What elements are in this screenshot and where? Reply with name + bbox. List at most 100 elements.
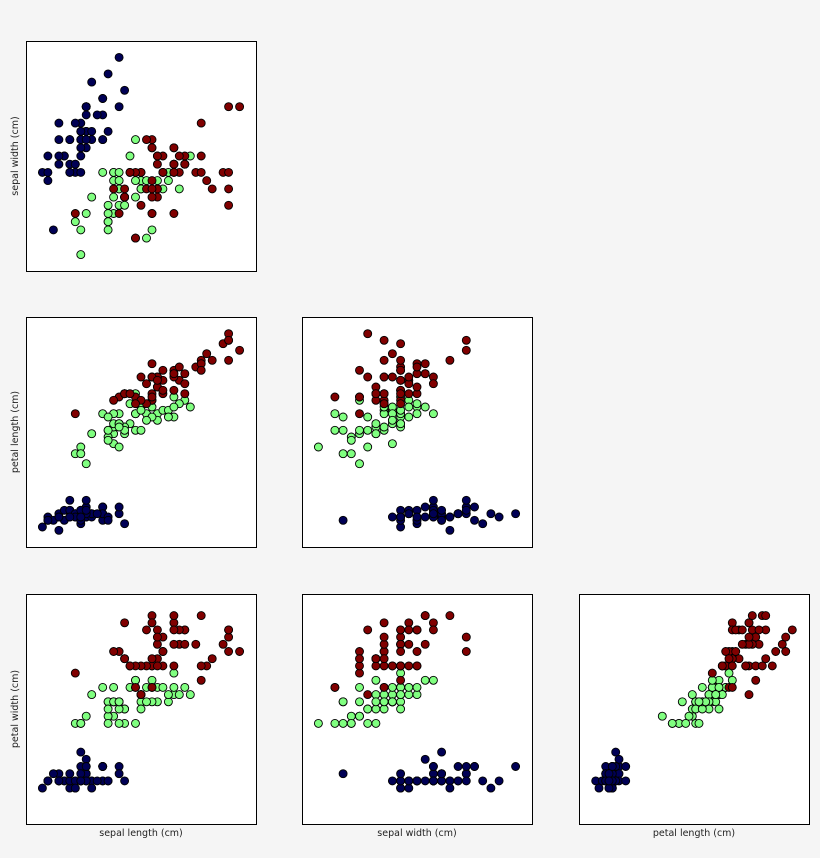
point-setosa [511, 762, 521, 771]
point-virginica [196, 675, 206, 685]
point-virginica [396, 365, 406, 375]
point-virginica [727, 661, 737, 671]
point-virginica [717, 661, 727, 671]
point-versicolor [714, 682, 724, 692]
point-virginica [174, 362, 184, 372]
point-versicolor [330, 409, 340, 419]
point-virginica [131, 233, 140, 243]
point-virginica [379, 682, 389, 692]
point-versicolor [76, 250, 86, 260]
point-versicolor [158, 682, 168, 692]
point-virginica [379, 618, 389, 628]
point-versicolor [81, 209, 91, 218]
y-axis-label-sepal-width: sepal width (cm) [10, 116, 21, 195]
point-versicolor [120, 200, 130, 210]
point-virginica [147, 192, 157, 202]
point-virginica [428, 379, 438, 389]
point-versicolor [76, 449, 86, 459]
point-setosa [428, 762, 438, 771]
point-setosa [338, 769, 348, 779]
point-virginica [169, 159, 179, 169]
point-versicolor [428, 409, 438, 419]
point-setosa [470, 515, 479, 525]
point-virginica [445, 611, 455, 621]
point-virginica [120, 618, 130, 628]
point-setosa [453, 762, 463, 771]
point-virginica [224, 102, 234, 112]
point-setosa [461, 776, 471, 786]
panel-sepal-length-vs-petal-length [26, 317, 257, 548]
point-setosa [445, 512, 455, 522]
point-setosa [76, 776, 86, 786]
point-virginica [147, 359, 157, 369]
point-virginica [125, 661, 135, 671]
point-setosa [98, 135, 108, 145]
point-virginica [428, 625, 438, 635]
point-virginica [224, 184, 234, 194]
point-setosa [461, 495, 471, 505]
panel-sepal-width-vs-petal-width [302, 594, 533, 825]
point-versicolor [174, 184, 184, 194]
point-versicolor [677, 697, 687, 707]
point-setosa [65, 495, 75, 505]
point-setosa [387, 512, 397, 522]
point-virginica [235, 345, 245, 355]
point-versicolor [420, 402, 430, 412]
point-virginica [180, 369, 190, 379]
point-virginica [131, 399, 140, 409]
point-virginica [754, 625, 764, 635]
point-setosa [81, 135, 91, 145]
point-setosa [621, 776, 631, 786]
point-virginica [169, 639, 179, 649]
point-setosa [103, 69, 113, 79]
point-setosa [437, 769, 447, 779]
point-versicolor [404, 682, 414, 692]
point-setosa [54, 151, 64, 161]
point-setosa [70, 159, 80, 169]
point-versicolor [109, 192, 119, 202]
point-versicolor [404, 412, 414, 422]
point-versicolor [387, 439, 397, 449]
point-versicolor [387, 682, 397, 692]
point-versicolor [355, 697, 364, 707]
point-setosa [594, 783, 604, 793]
point-virginica [147, 143, 157, 153]
point-virginica [461, 345, 471, 355]
point-virginica [196, 151, 206, 161]
point-virginica [235, 647, 245, 656]
point-versicolor [687, 690, 697, 700]
point-virginica [174, 151, 184, 161]
point-versicolor [114, 718, 124, 728]
point-virginica [396, 339, 406, 349]
point-versicolor [180, 682, 190, 692]
point-versicolor [103, 704, 113, 714]
point-versicolor [98, 682, 108, 692]
point-versicolor [98, 167, 108, 177]
point-virginica [404, 372, 414, 382]
point-versicolor [724, 668, 734, 678]
point-virginica [196, 118, 206, 128]
point-virginica [387, 661, 397, 671]
point-virginica [355, 392, 364, 402]
point-versicolor [420, 675, 430, 685]
point-setosa [114, 52, 124, 62]
point-versicolor [103, 435, 113, 445]
point-setosa [120, 85, 130, 95]
point-virginica [355, 365, 364, 375]
point-setosa [43, 167, 53, 177]
point-versicolor [103, 200, 113, 210]
point-setosa [607, 762, 617, 771]
point-versicolor [136, 405, 146, 415]
point-setosa [65, 769, 75, 779]
point-setosa [614, 754, 624, 764]
point-setosa [54, 118, 64, 128]
point-virginica [196, 167, 206, 177]
point-virginica [461, 335, 471, 345]
point-virginica [461, 647, 471, 656]
point-setosa [437, 505, 447, 515]
point-setosa [404, 776, 414, 786]
point-virginica [147, 654, 157, 664]
point-virginica [120, 184, 130, 194]
point-versicolor [396, 419, 406, 429]
point-virginica [379, 654, 389, 664]
